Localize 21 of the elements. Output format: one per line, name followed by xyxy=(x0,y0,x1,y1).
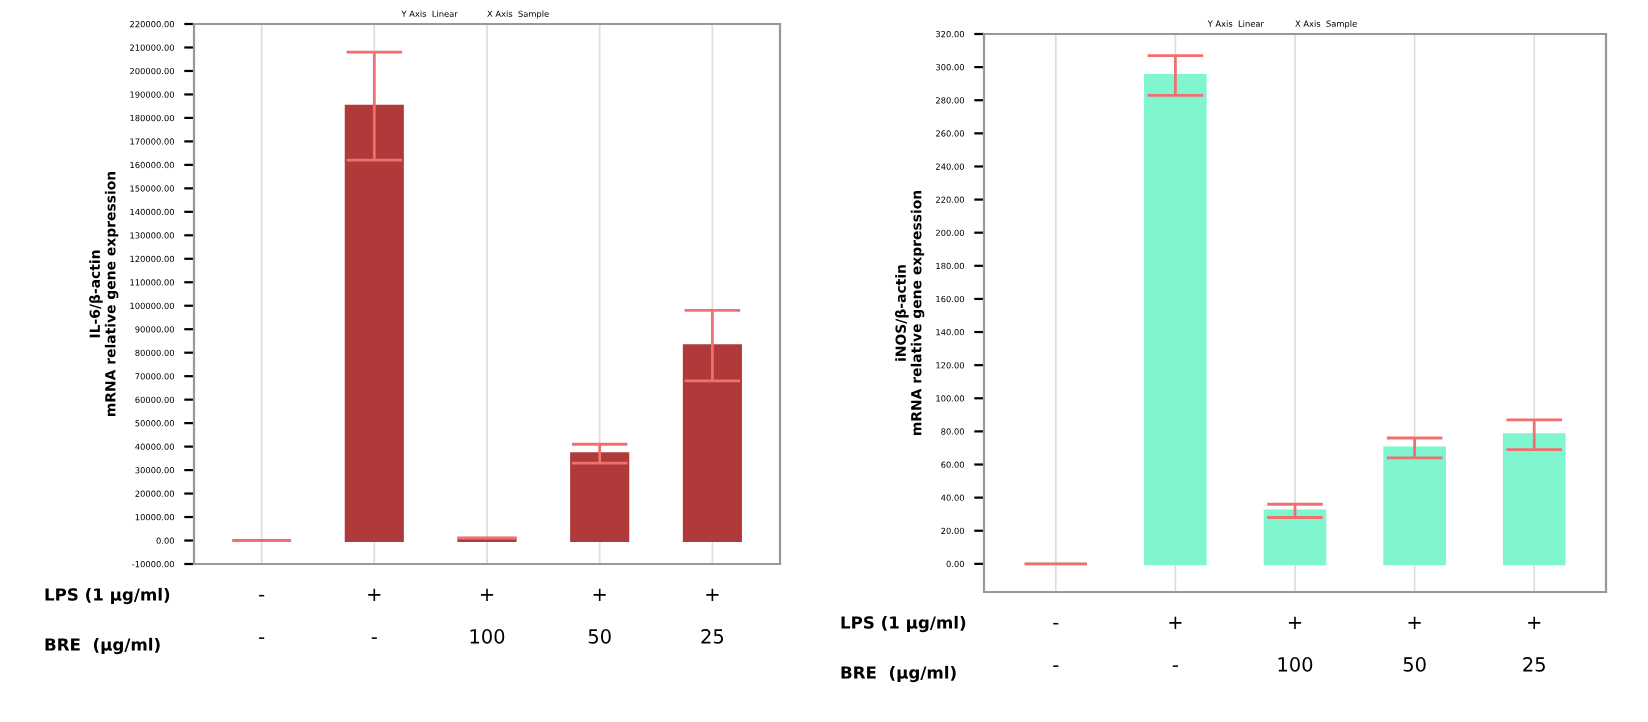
category-label: + - xyxy=(1169,616,1182,667)
bar xyxy=(1263,509,1327,566)
category-label: + 100 xyxy=(470,588,505,644)
category-label: + - xyxy=(368,588,381,639)
bar xyxy=(682,344,742,542)
category-label: + 100 xyxy=(1278,616,1313,672)
bar xyxy=(570,452,630,542)
category-label: + 50 xyxy=(588,588,611,644)
bar xyxy=(344,104,404,542)
text: BRE (µg/ml) xyxy=(841,665,956,683)
category-label: + 25 xyxy=(701,588,724,644)
bar xyxy=(1144,74,1207,566)
text: LPS (1 µg/ml) xyxy=(841,615,966,633)
category-label: - - xyxy=(1053,622,1059,667)
category-label: - - xyxy=(259,594,265,639)
category-label: + 25 xyxy=(1523,616,1545,672)
category-label: + 50 xyxy=(1403,616,1426,672)
text: BRE (µg/ml) xyxy=(45,637,160,655)
text: LPS (1 µg/ml) xyxy=(45,587,170,605)
bar xyxy=(1502,433,1566,566)
bar xyxy=(1383,446,1446,566)
